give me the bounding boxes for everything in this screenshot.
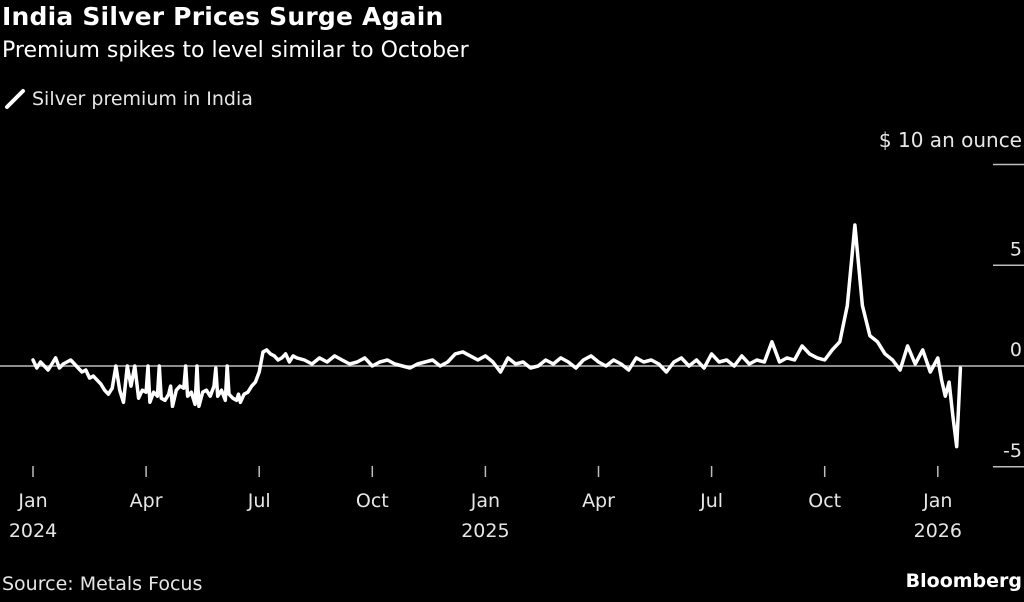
y-gridlines — [0, 163, 1024, 468]
series-line-silver-premium — [31, 223, 963, 449]
x-tick-label: Jul — [699, 490, 723, 512]
chart-subtitle: Premium spikes to level similar to Octob… — [2, 38, 469, 63]
x-tick-label: Jul — [247, 490, 271, 512]
y-tick-label: 0 — [1010, 339, 1022, 361]
x-tick-label: Apr — [130, 490, 163, 512]
series-group — [31, 223, 963, 449]
source-note: Source: Metals Focus — [2, 573, 203, 595]
x-tick-year-label: 2025 — [461, 520, 509, 542]
legend-line-icon — [5, 89, 25, 109]
x-tick-label: Jan — [17, 490, 47, 512]
x-axis: Jan 2024 Apr Jul Oct Jan 2025 Apr Jul Oct Jan 2026 — [9, 466, 962, 542]
chart-title: India Silver Prices Surge Again — [2, 2, 444, 31]
y-axis: 5 0 -5 — [1003, 238, 1022, 462]
y-tick-label: -5 — [1003, 440, 1022, 462]
x-tick-label: Apr — [582, 490, 615, 512]
legend: Silver premium in India — [4, 88, 253, 110]
x-tick-label: Jan — [922, 490, 952, 512]
x-tick-label: Oct — [356, 490, 389, 512]
y-axis-unit-label: $ 10 an ounce — [878, 128, 1022, 152]
x-tick-label: Oct — [808, 490, 841, 512]
x-tick-year-label: 2026 — [914, 520, 962, 542]
x-tick-year-label: 2024 — [9, 520, 57, 542]
bloomberg-logo: Bloomberg — [905, 570, 1022, 592]
y-tick-label: 5 — [1010, 238, 1022, 260]
x-tick-label: Jan — [470, 490, 500, 512]
legend-label: Silver premium in India — [32, 88, 253, 110]
